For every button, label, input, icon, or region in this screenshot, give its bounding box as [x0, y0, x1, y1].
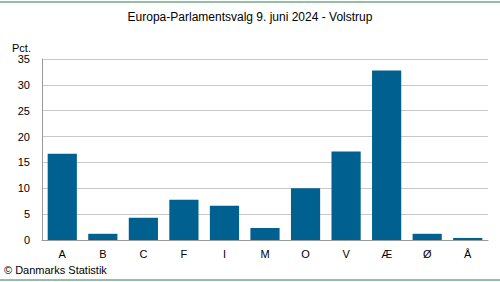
svg-text:10: 10 — [18, 182, 30, 194]
svg-text:M: M — [260, 248, 269, 260]
svg-text:F: F — [181, 248, 188, 260]
svg-text:B: B — [99, 248, 106, 260]
svg-text:O: O — [301, 248, 310, 260]
svg-text:25: 25 — [18, 105, 30, 117]
svg-text:35: 35 — [18, 53, 30, 65]
svg-text:V: V — [342, 248, 350, 260]
svg-text:20: 20 — [18, 131, 30, 143]
svg-text:15: 15 — [18, 156, 30, 168]
svg-text:5: 5 — [24, 208, 30, 220]
svg-text:Ø: Ø — [423, 248, 432, 260]
svg-text:I: I — [223, 248, 226, 260]
svg-text:Æ: Æ — [381, 248, 392, 260]
svg-text:© Danmarks Statistik: © Danmarks Statistik — [4, 264, 107, 276]
svg-text:30: 30 — [18, 79, 30, 91]
svg-text:Pct.: Pct. — [12, 42, 31, 54]
svg-text:Å: Å — [464, 248, 472, 260]
svg-text:0: 0 — [24, 234, 30, 246]
svg-text:C: C — [139, 248, 147, 260]
svg-text:A: A — [59, 248, 67, 260]
svg-text:Europa-Parlamentsvalg 9. juni: Europa-Parlamentsvalg 9. juni 2024 - Vol… — [128, 10, 373, 24]
